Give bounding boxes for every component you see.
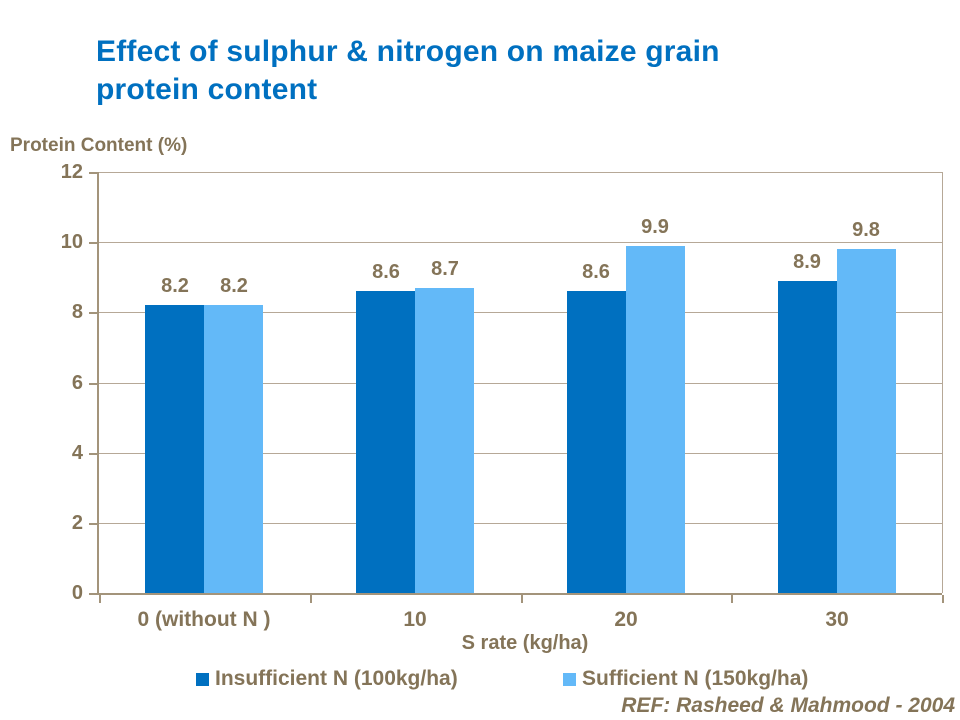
plot-right-border [942, 172, 943, 593]
y-tick-label: 12 [60, 161, 83, 183]
bar-value-label: 8.2 [161, 275, 189, 297]
gridline [99, 383, 942, 384]
bar-value-label: 8.6 [582, 261, 610, 283]
y-tick-label: 2 [71, 512, 83, 534]
y-tick [89, 172, 99, 174]
x-axis-line [97, 593, 942, 595]
bar-sufficient-n [204, 305, 263, 593]
y-tick [89, 523, 99, 525]
x-axis-title: S rate (kg/ha) [461, 632, 589, 654]
x-category-label: 20 [614, 608, 638, 631]
bar-sufficient-n [837, 249, 896, 593]
bar-sufficient-n [626, 246, 685, 593]
bar-insufficient-n [356, 291, 415, 593]
x-category-label: 10 [403, 608, 427, 631]
y-tick [89, 242, 99, 244]
y-tick [89, 312, 99, 314]
y-tick-label: 4 [71, 442, 83, 464]
y-tick [89, 383, 99, 385]
y-axis-title: Protein Content (%) [10, 135, 188, 156]
legend-label-insufficient-n: Insufficient N (100kg/ha) [215, 667, 458, 690]
bar-value-label: 9.9 [641, 216, 669, 238]
legend-swatch-sufficient-n [563, 672, 576, 686]
y-tick-label: 0 [71, 582, 83, 604]
bar-insufficient-n [778, 281, 837, 593]
x-tick [99, 595, 101, 603]
y-tick-label: 6 [71, 372, 83, 394]
x-tick [731, 595, 733, 603]
legend-label-sufficient-n: Sufficient N (150kg/ha) [582, 667, 809, 690]
y-tick-label: 8 [71, 301, 83, 323]
gridline [99, 172, 942, 173]
x-tick [310, 595, 312, 603]
reference-text: REF: Rasheed & Mahmood - 2004 [621, 694, 955, 717]
y-tick [89, 593, 99, 595]
bar-insufficient-n [145, 305, 204, 593]
bar-insufficient-n [567, 291, 626, 593]
bar-sufficient-n [415, 288, 474, 593]
x-tick [942, 595, 944, 603]
bar-value-label: 8.6 [372, 261, 400, 283]
gridline [99, 453, 942, 454]
bar-value-label: 9.8 [852, 219, 880, 241]
chart-title: Effect of sulphur & nitrogen on maize gr… [96, 35, 720, 106]
y-axis-line [97, 172, 99, 595]
x-tick [521, 595, 523, 603]
x-category-label: 30 [825, 608, 849, 631]
y-tick-label: 10 [60, 231, 83, 253]
gridline [99, 312, 942, 313]
gridline [99, 523, 942, 524]
bar-value-label: 8.7 [431, 258, 459, 280]
x-category-label: 0 (without N ) [137, 608, 271, 631]
legend-swatch-insufficient-n [196, 672, 209, 686]
bar-value-label: 8.9 [793, 251, 821, 273]
y-tick [89, 453, 99, 455]
legend-item-insufficient-n: Insufficient N (100kg/ha) [196, 667, 458, 691]
gridline [99, 242, 942, 243]
legend-item-sufficient-n: Sufficient N (150kg/ha) [563, 667, 808, 691]
bar-value-label: 8.2 [220, 275, 248, 297]
